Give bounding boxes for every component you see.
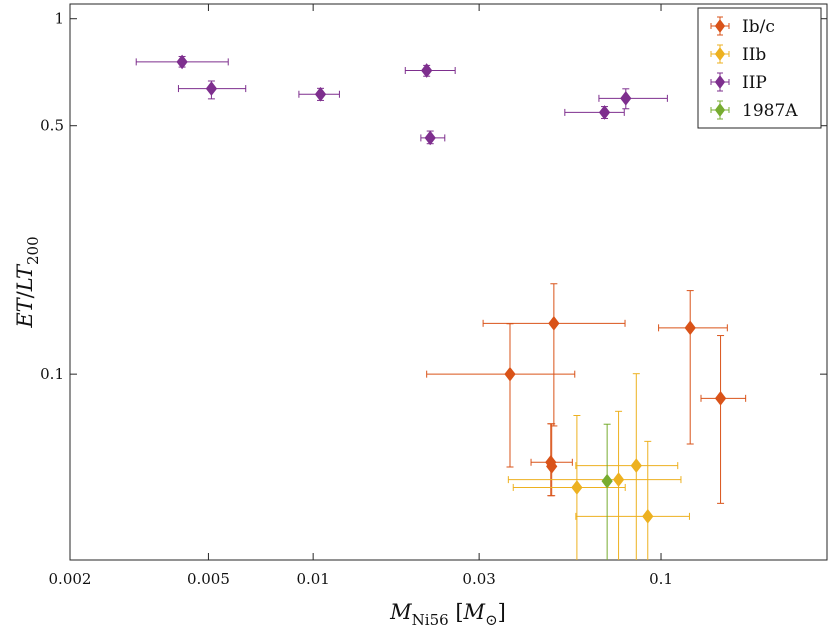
legend-marker xyxy=(714,103,726,117)
marker-diamond xyxy=(176,54,188,70)
marker-diamond xyxy=(601,473,613,489)
data-point xyxy=(135,54,229,70)
legend-entry: Ib/c xyxy=(710,16,775,37)
data-point xyxy=(420,130,446,146)
marker-diamond xyxy=(424,130,436,146)
data-point xyxy=(404,63,456,78)
data-point xyxy=(564,105,625,120)
y-axis-label: ET/LT200 xyxy=(13,236,42,328)
data-point xyxy=(546,423,558,497)
series-ibc xyxy=(426,283,747,504)
y-tick-label: 0.5 xyxy=(40,117,64,135)
legend-entry: IIb xyxy=(710,44,766,65)
marker-diamond xyxy=(548,315,560,331)
marker-diamond xyxy=(684,320,696,336)
marker-diamond xyxy=(421,63,433,78)
data-point xyxy=(177,80,247,100)
data-point xyxy=(601,423,613,560)
series-iip xyxy=(135,54,668,146)
legend-marker xyxy=(714,47,726,61)
x-tick-label: 0.005 xyxy=(187,570,230,588)
x-tick-label: 0.002 xyxy=(49,570,92,588)
marker-diamond xyxy=(620,91,632,106)
x-axis-label: MNi56 [M⊙] xyxy=(389,600,506,629)
legend-label: IIb xyxy=(742,45,766,65)
data-point xyxy=(426,323,576,468)
legend-label: IIP xyxy=(742,73,767,93)
legend-marker xyxy=(714,75,726,89)
legend-entry: IIP xyxy=(710,72,767,93)
marker-diamond xyxy=(598,105,611,120)
marker-diamond xyxy=(546,459,558,474)
marker-diamond xyxy=(630,458,642,473)
marker-diamond xyxy=(571,480,583,495)
data-point xyxy=(507,410,682,560)
marker-diamond xyxy=(205,81,218,96)
axis-ticks: 0.002 0.005 0.01 0.03 0.1 0.1 0.5 1 xyxy=(40,4,827,588)
legend-label: Ib/c xyxy=(742,17,775,37)
data-point xyxy=(700,335,747,504)
legend-entry: 1987A xyxy=(710,100,798,121)
y-tick-label: 0.1 xyxy=(40,365,64,383)
legend-label: 1987A xyxy=(742,101,798,121)
data-marks xyxy=(135,54,747,560)
marker-diamond xyxy=(314,86,327,102)
series-1987a xyxy=(601,423,613,560)
data-point xyxy=(575,440,690,560)
x-tick-label: 0.01 xyxy=(296,570,329,588)
data-point xyxy=(575,373,679,560)
data-point xyxy=(298,86,340,102)
x-tick-label: 0.03 xyxy=(462,570,495,588)
data-point xyxy=(598,88,668,110)
x-tick-label: 0.1 xyxy=(649,570,673,588)
data-point xyxy=(512,415,626,560)
series-iib xyxy=(507,373,690,560)
marker-diamond xyxy=(714,391,727,406)
data-point xyxy=(658,290,728,445)
data-point xyxy=(482,283,626,427)
marker-diamond xyxy=(642,509,654,524)
marker-diamond xyxy=(612,472,625,487)
legend: Ib/c IIb IIP 1987A xyxy=(697,7,822,129)
y-tick-label: 1 xyxy=(54,10,64,28)
legend-marker xyxy=(714,19,726,33)
marker-diamond xyxy=(504,366,516,382)
